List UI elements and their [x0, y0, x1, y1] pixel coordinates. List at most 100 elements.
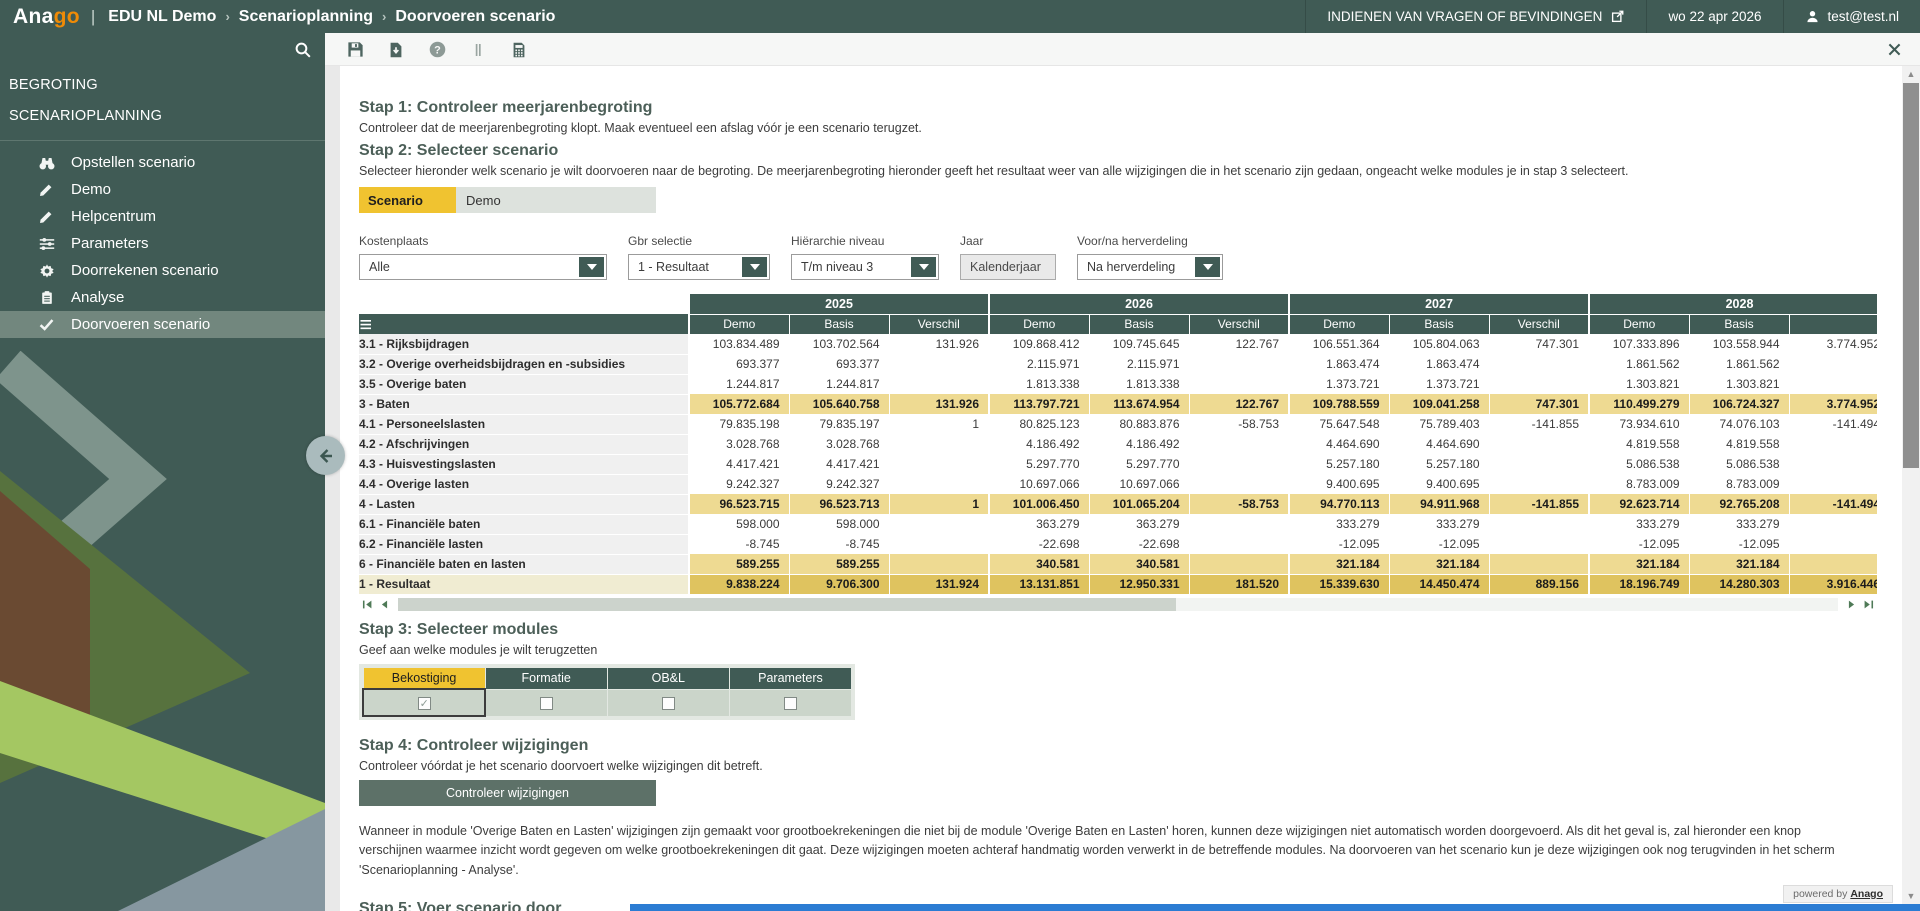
grid-cell: 2.115.971: [988, 354, 1089, 374]
grid-cell: 18.196.749: [1588, 574, 1689, 594]
grid-row-label: 4.4 - Overige lasten: [359, 474, 689, 495]
pager-prev-icon[interactable]: [376, 597, 393, 612]
export-icon[interactable]: [385, 39, 407, 61]
close-icon[interactable]: [1883, 38, 1905, 60]
grid-cell: 101.065.204: [1088, 494, 1189, 515]
app-vscrollbar-thumb[interactable]: [1903, 83, 1919, 468]
grid-cell: 94.911.968: [1388, 494, 1489, 515]
grid-cell: 73.934.610: [1588, 414, 1689, 434]
module-header-formatie[interactable]: Formatie: [484, 666, 608, 690]
breadcrumb-app[interactable]: EDU NL Demo: [108, 7, 217, 25]
sidebar-item-parameters[interactable]: Parameters: [0, 230, 325, 257]
grid-cell: 333.279: [1388, 514, 1489, 534]
step4-title: Stap 4: Controleer wijzigingen: [359, 737, 589, 754]
sidebar-item-opstellen-scenario[interactable]: Opstellen scenario: [0, 149, 325, 176]
sidebar-item-label: Opstellen scenario: [71, 154, 196, 171]
grid-cell: [1188, 554, 1289, 575]
module-checkbox-parameters[interactable]: [783, 696, 797, 710]
grid-cell: 80.883.876: [1088, 414, 1189, 434]
scroll-down-icon[interactable]: ▼: [1906, 891, 1916, 901]
scenario-selector-value[interactable]: Demo: [456, 187, 656, 213]
grid-col-header: Demo: [1288, 314, 1389, 334]
pager-first-icon[interactable]: [359, 597, 376, 612]
breadcrumb-module[interactable]: Scenarioplanning: [238, 7, 374, 25]
scroll-up-icon[interactable]: ▲: [1906, 69, 1916, 79]
pager-next-icon[interactable]: [1843, 597, 1860, 612]
grid-cell: 122.767: [1188, 394, 1289, 415]
grid-cell: 105.772.684: [688, 394, 789, 415]
grid-cell: -58.753: [1188, 494, 1289, 515]
grid-cell: 14.450.474: [1388, 574, 1489, 594]
help-icon[interactable]: ?: [426, 39, 448, 61]
grid-cell: -8.745: [788, 534, 889, 554]
sidebar-item-helpcentrum[interactable]: Helpcentrum: [0, 203, 325, 230]
grid-cell: [1488, 434, 1589, 454]
grid-cell: [888, 554, 989, 575]
filter-select-kostenplaats[interactable]: Alle: [359, 254, 607, 280]
search-icon[interactable]: [294, 41, 312, 59]
grid-cell: 4.417.421: [688, 454, 789, 474]
grid-year-spacer: [359, 294, 689, 314]
powered-by-brand-link[interactable]: Anago: [1850, 888, 1883, 900]
sidebar-item-doorrekenen-scenario[interactable]: Doorrekenen scenario: [0, 257, 325, 284]
grid-cell: -141.855: [1488, 494, 1589, 515]
grid-cell: 598.000: [788, 514, 889, 534]
grid-cell: 1: [888, 414, 989, 434]
save-icon[interactable]: [344, 39, 366, 61]
grid-cell: [1488, 374, 1589, 394]
grid-cell: 9.838.224: [688, 574, 789, 594]
sidebar-search-bar: [0, 33, 325, 66]
chevron-down-icon: [1195, 257, 1220, 277]
grid-cell: [1488, 514, 1589, 534]
filter-select-gbr-selectie[interactable]: 1 - Resultaat: [628, 254, 770, 280]
grid-cell: 3.774.952: [1788, 394, 1877, 415]
grid-cell: [1188, 434, 1289, 454]
module-header-parameters[interactable]: Parameters: [728, 666, 853, 690]
feedback-link[interactable]: INDIENEN VAN VRAGEN OF BEVINDINGEN: [1305, 0, 1646, 33]
sidebar-section-scenarioplanning[interactable]: SCENARIOPLANNING: [9, 108, 163, 124]
grid-cell: 589.255: [788, 554, 889, 575]
grid-hscrollbar-thumb[interactable]: [398, 597, 1176, 611]
scenario-selector-label: Scenario: [359, 187, 456, 213]
sidebar-item-demo[interactable]: Demo: [0, 176, 325, 203]
grid-cell: [888, 434, 989, 454]
app-vscrollbar[interactable]: ▲ ▼: [1902, 66, 1920, 904]
grid-year-header: 2028: [1587, 294, 1877, 315]
module-header-obl[interactable]: OB&L: [606, 666, 730, 690]
controleer-wijzigingen-button[interactable]: Controleer wijzigingen: [359, 780, 656, 806]
grid-menu-header[interactable]: [359, 314, 689, 334]
step3-title: Stap 3: Selecteer modules: [359, 620, 559, 638]
filter-select-voor-na-herverdeling[interactable]: Na herverdeling: [1077, 254, 1223, 280]
filter-value: T/m niveau 3: [801, 260, 874, 274]
grid-cell: 181.520: [1188, 574, 1289, 594]
module-checkbox-obl[interactable]: [661, 696, 675, 710]
grid-cell: 9.400.695: [1388, 474, 1489, 494]
calculator-icon[interactable]: [508, 39, 530, 61]
grid-row-label: 3 - Baten: [359, 394, 689, 415]
sidebar-item-analyse[interactable]: Analyse: [0, 284, 325, 311]
grid-col-header: Basis: [788, 314, 889, 334]
user-icon: [1805, 9, 1820, 24]
grid-cell: 101.006.450: [988, 494, 1089, 515]
sidebar-section-begroting[interactable]: BEGROTING: [9, 77, 98, 93]
sidebar-collapse-button[interactable]: [306, 436, 345, 475]
module-header-bekostiging[interactable]: Bekostiging: [362, 666, 486, 690]
grid-cell: 4.819.558: [1688, 434, 1789, 454]
module-selector: Bekostiging Formatie OB&L Parameters: [359, 663, 855, 720]
grid-row-label: 6.2 - Financiële lasten: [359, 534, 689, 555]
filter-select-hi-rarchie-niveau[interactable]: T/m niveau 3: [791, 254, 939, 280]
grid-hscrollbar[interactable]: [398, 597, 1838, 611]
module-checkbox-formatie[interactable]: [539, 696, 553, 710]
grid-cell: 321.184: [1688, 554, 1789, 575]
chevron-right-icon: ›: [382, 9, 387, 24]
grid-cell: -8.745: [688, 534, 789, 554]
pager-last-icon[interactable]: [1860, 597, 1877, 612]
sidebar-item-doorvoeren-scenario[interactable]: Doorvoeren scenario: [0, 311, 325, 338]
grid-cell: 103.834.489: [688, 334, 789, 354]
freeze-panes-icon[interactable]: [467, 39, 489, 61]
sidebar-brand-art: [0, 351, 325, 911]
grid-cell: 14.280.303: [1688, 574, 1789, 594]
user-menu[interactable]: test@test.nl: [1782, 0, 1920, 33]
grid-cell: 1.863.474: [1388, 354, 1489, 374]
module-checkbox-bekostiging[interactable]: [417, 696, 431, 710]
